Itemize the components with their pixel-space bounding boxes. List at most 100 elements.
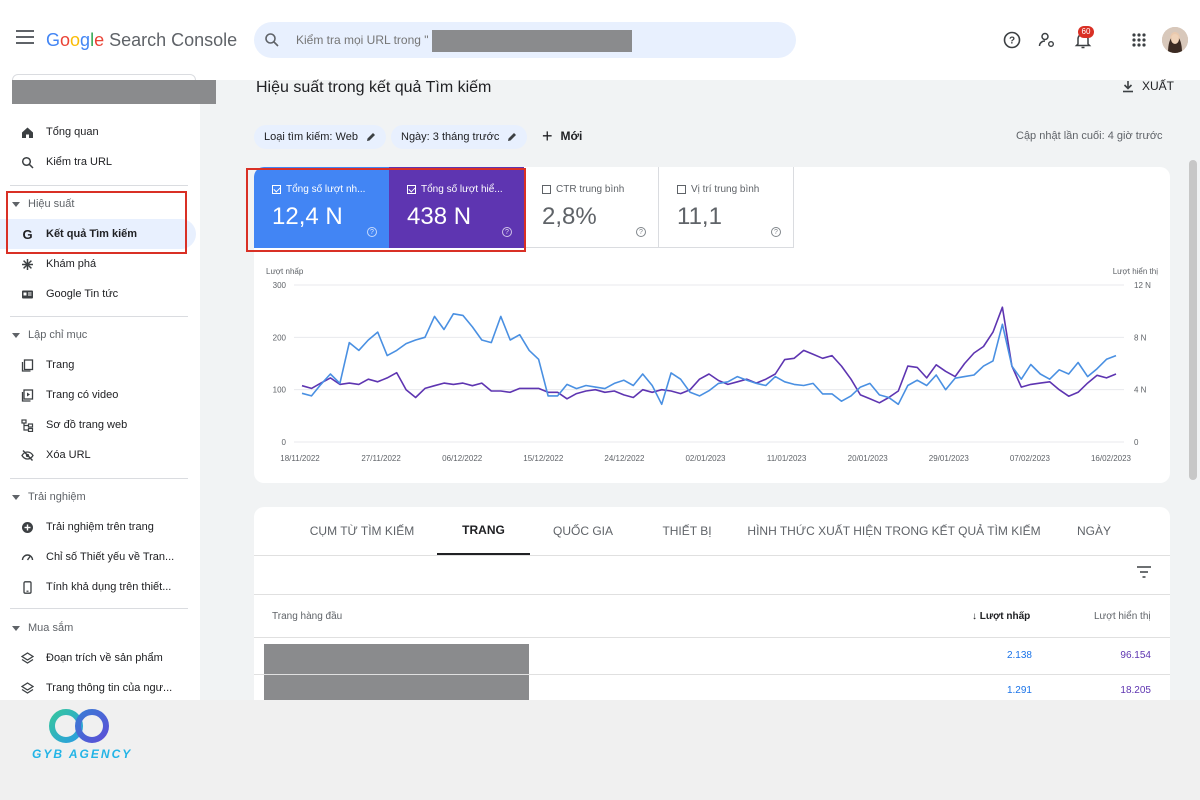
search-console-logo[interactable]: Google Search Console [46,30,238,50]
column-header-impressions[interactable]: Lượt hiển thị [1094,611,1151,622]
apps-grid-icon[interactable] [1128,29,1150,51]
highlight-box [6,191,187,254]
column-header-top-pages[interactable]: Trang hàng đầu [272,611,343,622]
x-tick-label: 06/12/2022 [442,454,483,463]
metric-value: 12,4 N [272,203,343,230]
checkbox-unchecked-icon [677,185,686,194]
performance-card: Tổng số lượt nh... 12,4 N ? Tổng số lượt… [254,167,1170,483]
y-tick-label-left: 0 [282,438,287,447]
highlight-box [246,168,526,252]
divider [254,637,1170,638]
layers-icon [20,651,34,665]
y-tick-label-right: 8 N [1134,333,1147,342]
filter-chip-search-type[interactable]: Loại tìm kiếm: Web [254,125,386,149]
sidebar-divider [10,608,188,609]
edit-pencil-icon [508,133,517,141]
x-tick-label: 20/01/2023 [848,454,889,463]
help-icon[interactable]: ? [502,227,512,237]
sidebar-item-mobile-usability[interactable]: Tính khả dụng trên thiết... [0,572,196,602]
manage-users-icon[interactable] [1036,29,1058,51]
tab-queries[interactable]: CỤM TỪ TÌM KIẾM [309,524,415,538]
layers-icon [20,681,34,695]
divider [254,555,1170,556]
home-icon [20,125,34,139]
avatar[interactable] [1162,27,1188,53]
y-tick-label-right: 12 N [1134,281,1151,290]
metric-total-clicks[interactable]: Tổng số lượt nh... 12,4 N ? [254,167,389,248]
asterisk-icon [20,257,34,271]
sort-arrow-down-icon: ↓ [972,611,977,622]
sidebar-section-indexing[interactable]: Lập chỉ mục [12,327,87,343]
sidebar-section-shopping[interactable]: Mua sắm [12,620,73,636]
search-input[interactable] [296,22,446,58]
tab-devices[interactable]: THIẾT BỊ [662,524,712,538]
sidebar-item-video-pages[interactable]: Trang có video [0,380,196,410]
performance-line-chart[interactable]: Lượt nhấp Lượt hiển thị 300 12 N 200 8 N 100 4 … [254,257,1170,477]
sidebar-item-url-inspection[interactable]: Kiểm tra URL [0,147,196,177]
metric-average-ctr[interactable]: CTR trung bình 2,8% ? [524,167,659,248]
help-icon[interactable]: ? [367,227,377,237]
sidebar-section-experience[interactable]: Trải nghiệm [12,489,86,505]
sidebar-item-removals[interactable]: Xóa URL [0,440,196,470]
clicks-series-line [301,312,1117,406]
tab-countries[interactable]: QUỐC GIA [552,524,613,538]
sidebar-item-merchant-listings[interactable]: Trang thông tin của ngư... [0,673,196,700]
notification-badge: 60 [1078,26,1094,38]
sidebar-divider [10,316,188,317]
checkbox-checked-icon [272,185,281,194]
y-tick-label-left: 300 [273,281,287,290]
sidebar-item-google-news[interactable]: Google Tin tức [0,279,196,309]
help-icon[interactable]: ? [1001,29,1023,51]
x-tick-label: 02/01/2023 [685,454,726,463]
sitemap-icon [20,418,34,432]
filter-rows-icon[interactable] [1136,565,1152,579]
y-tick-label-right: 4 N [1134,386,1147,395]
x-tick-label: 07/02/2023 [1010,454,1051,463]
metric-average-position[interactable]: Vị trí trung bình 11,1 ? [659,167,794,248]
pages-icon [20,358,34,372]
sidebar-item-search-results[interactable]: G Kết quả Tìm kiếm [0,219,196,249]
table-cell-clicks: 2.138 [1006,650,1032,661]
google-g-icon: G [20,227,34,241]
svg-text:?: ? [1009,36,1015,47]
redacted-property-mask [12,80,216,104]
y-tick-label-left: 100 [273,386,287,395]
column-header-clicks[interactable]: ↓ Lượt nhấp [972,611,1031,622]
last-updated-text: Cập nhật lần cuối: 4 giờ trước [1016,130,1163,142]
sidebar-item-pages[interactable]: Trang [0,350,196,380]
sidebar-item-page-experience[interactable]: Trải nghiệm trên trang [0,512,196,542]
sidebar-item-sitemaps[interactable]: Sơ đồ trang web [0,410,196,440]
x-tick-label: 18/11/2022 [280,454,320,463]
redacted-url-mask [264,644,529,675]
url-inspect-search[interactable] [254,22,796,58]
x-tick-label: 29/01/2023 [929,454,970,463]
checkbox-unchecked-icon [542,185,551,194]
tab-search-appearance[interactable]: HÌNH THỨC XUẤT HIỆN TRONG KẾT QUẢ TÌM KI… [747,524,1041,538]
y-axis-right-title: Lượt hiển thị [1113,267,1159,276]
export-button[interactable]: XUẤT [1122,79,1174,93]
help-icon[interactable]: ? [636,227,646,237]
tab-dates[interactable]: NGÀY [1076,524,1111,538]
y-axis-left-title: Lượt nhấp [266,267,304,276]
page-scrollbar[interactable] [1189,160,1197,480]
sidebar-section-performance[interactable]: Hiệu suất [12,196,74,212]
help-icon[interactable]: ? [771,227,781,237]
video-icon [20,388,34,402]
sidebar-item-discover[interactable]: Khám phá [0,249,196,279]
filter-chip-date[interactable]: Ngày: 3 tháng trước [391,125,528,149]
sidebar-item-overview[interactable]: Tổng quan [0,117,196,147]
hamburger-menu-icon[interactable] [16,30,34,44]
metric-total-impressions[interactable]: Tổng số lượt hiể... 438 N ? [389,167,524,248]
impressions-series-line [301,306,1117,404]
sidebar-item-core-web-vitals[interactable]: Chỉ số Thiết yếu về Tran... [0,542,196,572]
tab-pages[interactable]: TRANG [437,507,530,555]
sidebar: Tổng quan Kiểm tra URL Hiệu suất G Kết q… [0,74,216,700]
table-cell-clicks: 1.291 [1006,685,1032,696]
sidebar-item-product-snippets[interactable]: Đoạn trích về sản phẩm [0,643,196,673]
sidebar-divider [10,185,188,186]
metric-value: 438 N [407,203,472,230]
new-filter-button[interactable]: + Mới [542,126,583,146]
y-tick-label-right: 0 [1134,438,1139,447]
news-icon [20,287,34,301]
divider [254,674,1170,675]
